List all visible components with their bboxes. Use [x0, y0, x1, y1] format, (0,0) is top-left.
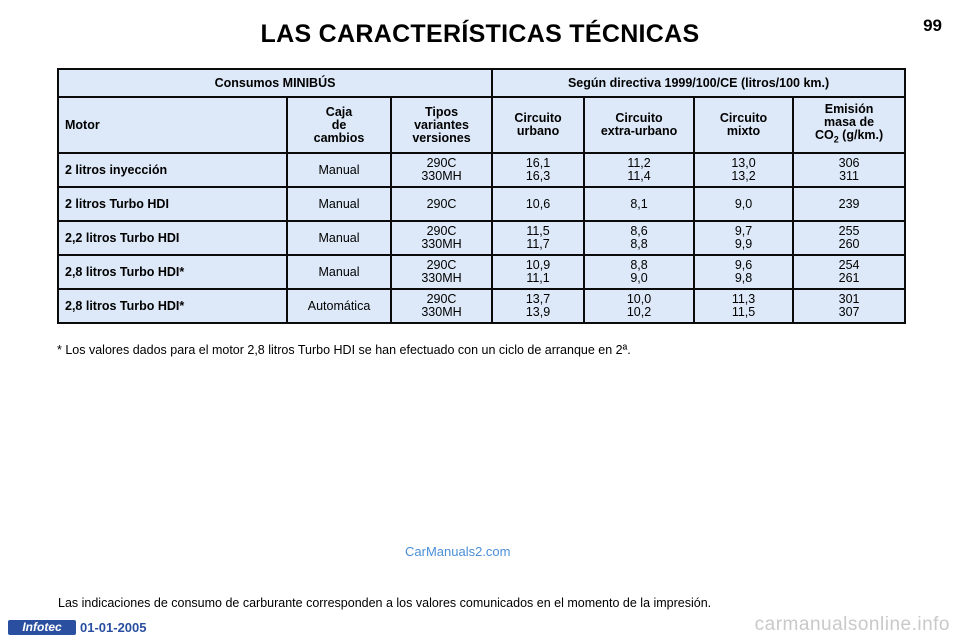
- cell-emision: 254 261: [792, 254, 907, 290]
- table-row: 2,2 litros Turbo HDI Manual 290C 330MH 1…: [57, 220, 907, 256]
- cell-motor: 2,8 litros Turbo HDI*: [57, 288, 288, 324]
- table-row: 2,8 litros Turbo HDI* Automática 290C 33…: [57, 288, 907, 324]
- cell-urbano: 11,5 11,7: [491, 220, 586, 256]
- cell-emision: 255 260: [792, 220, 907, 256]
- cell-emision: 306 311: [792, 152, 907, 188]
- cell-motor: 2 litros inyección: [57, 152, 288, 188]
- cell-mixto: 9,0: [693, 186, 795, 222]
- cell-mixto: 13,0 13,2: [693, 152, 795, 188]
- consumption-table: Consumos MINIBÚS Según directiva 1999/10…: [56, 68, 907, 324]
- print-date: 01-01-2005: [80, 620, 147, 635]
- cell-tipos: 290C 330MH: [389, 152, 494, 188]
- cell-emision: 239: [792, 186, 907, 222]
- cell-extra-urbano: 10,0 10,2: [583, 288, 696, 324]
- footnote: * Los valores dados para el motor 2,8 li…: [57, 343, 631, 357]
- column-header-tipos: Tipos variantes versiones: [389, 96, 494, 154]
- cell-caja: Manual: [286, 186, 392, 222]
- column-header-caja: Caja de cambios: [286, 96, 392, 154]
- column-header-motor: Motor: [57, 96, 288, 154]
- table-group-header-row: Consumos MINIBÚS Según directiva 1999/10…: [56, 68, 907, 98]
- cell-caja: Manual: [286, 220, 392, 256]
- emision-subscript: 2: [833, 134, 839, 145]
- cell-mixto: 11,3 11,5: [693, 288, 795, 324]
- cell-caja: Automática: [286, 288, 392, 324]
- emision-unit: (g/km.): [838, 128, 884, 143]
- infotec-logo: Infotec: [8, 620, 76, 635]
- cell-urbano: 10,9 11,1: [491, 254, 586, 290]
- cell-motor: 2,2 litros Turbo HDI: [57, 220, 288, 256]
- cell-caja: Manual: [286, 152, 392, 188]
- table-row: 2 litros inyección Manual 290C 330MH 16,…: [57, 152, 907, 188]
- page-number: 99: [923, 16, 942, 35]
- page-title: LAS CARACTERÍSTICAS TÉCNICAS: [260, 20, 700, 48]
- table-row: 2 litros Turbo HDI Manual 290C 10,6 8,1 …: [57, 186, 907, 222]
- column-header-extra-urbano: Circuito extra-urbano: [583, 96, 696, 154]
- cell-extra-urbano: 11,2 11,4: [583, 152, 696, 188]
- cell-tipos: 290C 330MH: [389, 220, 494, 256]
- emision-line1: Emisión: [824, 102, 874, 117]
- cell-urbano: 16,1 16,3: [491, 152, 586, 188]
- cell-mixto: 9,6 9,8: [693, 254, 795, 290]
- cell-extra-urbano: 8,8 9,0: [583, 254, 696, 290]
- cell-emision: 301 307: [792, 288, 907, 324]
- cell-urbano: 13,7 13,9: [491, 288, 586, 324]
- table-row: 2,8 litros Turbo HDI* Manual 290C 330MH …: [57, 254, 907, 290]
- column-header-emision: Emisión masa de CO2 (g/km.): [792, 96, 907, 154]
- cell-extra-urbano: 8,1: [583, 186, 696, 222]
- cell-urbano: 10,6: [491, 186, 586, 222]
- cell-tipos: 290C 330MH: [389, 288, 494, 324]
- cell-caja: Manual: [286, 254, 392, 290]
- emision-line3: CO2 (g/km.): [797, 129, 901, 147]
- cell-tipos: 290C: [389, 186, 494, 222]
- cell-tipos: 290C 330MH: [389, 254, 494, 290]
- bottom-note: Las indicaciones de consumo de carburant…: [58, 596, 712, 610]
- cell-extra-urbano: 8,6 8,8: [583, 220, 696, 256]
- group-header-consumos: Consumos MINIBÚS: [56, 68, 494, 98]
- cell-motor: 2,8 litros Turbo HDI*: [57, 254, 288, 290]
- column-header-urbano: Circuito urbano: [491, 96, 586, 154]
- cell-mixto: 9,7 9,9: [693, 220, 795, 256]
- group-header-directiva: Según directiva 1999/100/CE (litros/100 …: [491, 68, 907, 98]
- carmanuals-watermark: CarManuals2.com: [405, 544, 511, 559]
- cell-motor: 2 litros Turbo HDI: [57, 186, 288, 222]
- column-header-mixto: Circuito mixto: [693, 96, 795, 154]
- site-watermark: carmanualsonline.info: [754, 614, 950, 635]
- emision-co: CO: [814, 128, 834, 143]
- emision-line2: masa de: [824, 115, 875, 130]
- table-column-header-row: Motor Caja de cambios Tipos variantes ve…: [57, 96, 907, 154]
